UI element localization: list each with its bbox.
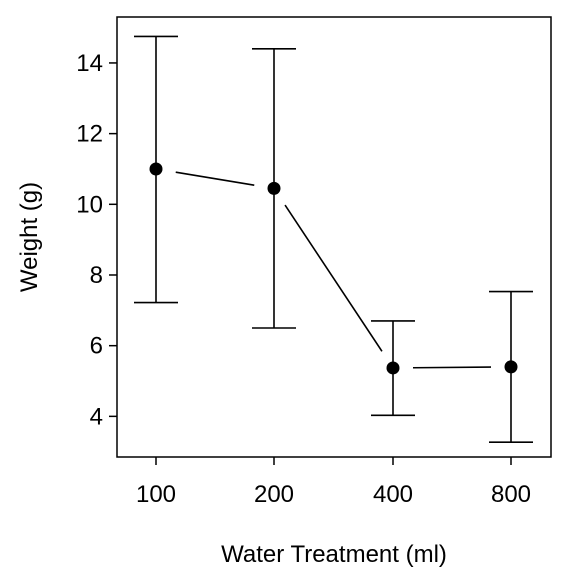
data-point-200 bbox=[267, 181, 281, 195]
x-tick-label-800: 800 bbox=[491, 481, 531, 508]
y-tick-label-8: 8 bbox=[90, 262, 103, 289]
y-tick-label-14: 14 bbox=[76, 50, 103, 77]
data-point-800 bbox=[504, 360, 518, 374]
axes: 4 6 8 10 12 14 100 200 400 800 bbox=[76, 50, 531, 508]
y-tick-label-10: 10 bbox=[76, 191, 103, 218]
connector-line-2 bbox=[284, 204, 383, 352]
plot-frame bbox=[116, 16, 552, 458]
connector-line-1 bbox=[175, 171, 255, 186]
y-tick-label-4: 4 bbox=[90, 403, 103, 430]
y-tick-label-12: 12 bbox=[76, 121, 103, 148]
x-tick-label-100: 100 bbox=[136, 481, 176, 508]
x-tick-label-200: 200 bbox=[254, 481, 294, 508]
y-tick-label-6: 6 bbox=[90, 333, 103, 360]
data-point-400 bbox=[386, 361, 400, 375]
x-tick-label-400: 400 bbox=[373, 481, 413, 508]
y-axis-title: Weight (g) bbox=[16, 182, 43, 292]
x-axis-title: Water Treatment (ml) bbox=[221, 541, 447, 568]
data-point-100 bbox=[149, 162, 163, 176]
plot-marks bbox=[134, 35, 533, 443]
connector-line-3 bbox=[412, 366, 492, 369]
